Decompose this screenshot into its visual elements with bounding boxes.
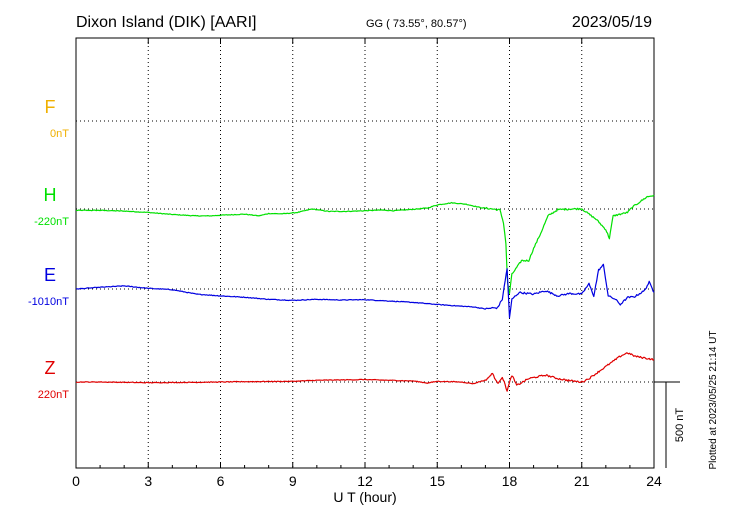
x-tick-label: 9 — [289, 473, 297, 489]
component-baseline-z: 220nT — [38, 389, 69, 401]
component-baseline-f: 0nT — [50, 128, 69, 140]
x-tick-label: 24 — [646, 473, 662, 489]
component-labels: F 0nT H -220nT E -1010nT Z 220nT — [28, 97, 69, 401]
x-axis: 0 3 6 9 12 15 18 21 24 — [72, 38, 662, 489]
grid-layer — [76, 38, 654, 468]
trace-h — [75, 194, 655, 294]
plotted-timestamp: Plotted at 2023/05/25 21:14 UT — [708, 331, 719, 470]
x-axis-title: U T (hour) — [333, 489, 396, 505]
traces — [75, 194, 655, 392]
scale-bar: 500 nT — [654, 381, 686, 468]
component-baseline-h: -220nT — [34, 216, 69, 228]
x-tick-label: 12 — [357, 473, 373, 489]
x-tick-label: 18 — [502, 473, 518, 489]
trace-z — [76, 352, 655, 392]
plot-date: 2023/05/19 — [572, 14, 652, 31]
x-tick-label: 3 — [144, 473, 152, 489]
component-letter-z: Z — [45, 358, 56, 378]
x-tick-label: 0 — [72, 473, 80, 489]
x-tick-label: 21 — [574, 473, 590, 489]
trace-e — [75, 263, 655, 319]
component-letter-f: F — [45, 97, 56, 117]
scale-bar-label: 500 nT — [674, 408, 686, 443]
component-letter-h: H — [44, 185, 57, 205]
station-coordinates: GG ( 73.55°, 80.57°) — [366, 18, 467, 30]
station-title: Dixon Island (DIK) [AARI] — [76, 14, 257, 31]
component-baseline-e: -1010nT — [28, 296, 69, 308]
component-letter-e: E — [44, 265, 56, 285]
x-tick-label: 15 — [429, 473, 445, 489]
x-tick-label: 6 — [217, 473, 225, 489]
